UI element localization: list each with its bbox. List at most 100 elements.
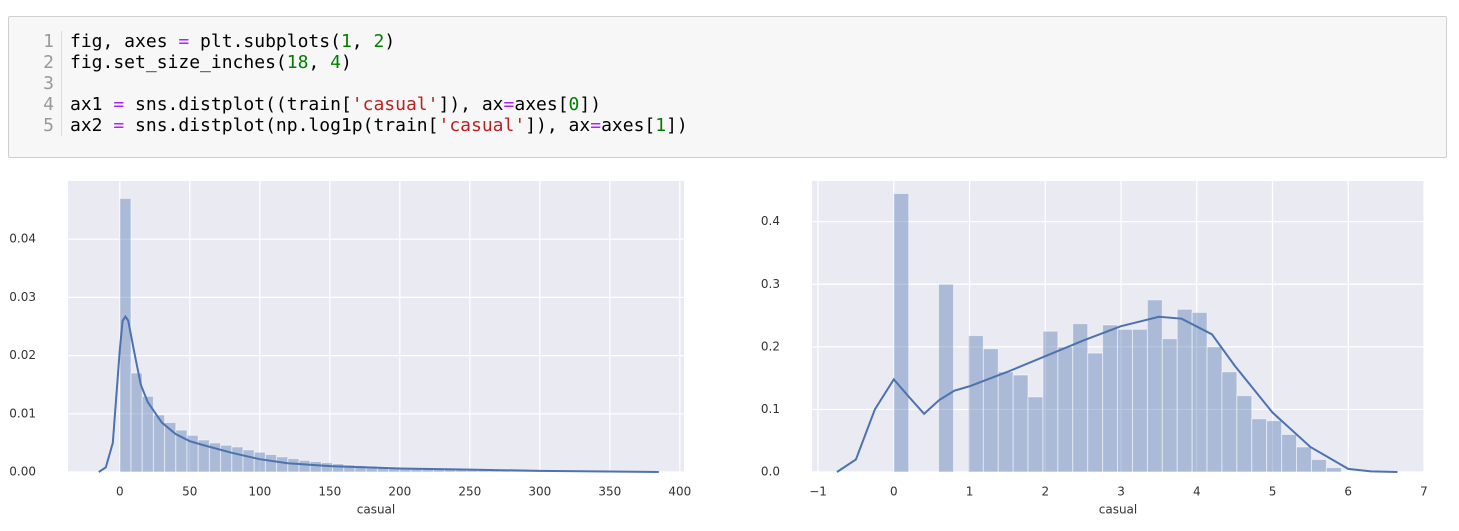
code-token: 'casual'	[351, 94, 439, 115]
code-token: plt.subplots(	[189, 31, 341, 52]
x-tick-label: 0	[116, 485, 124, 499]
histogram-bar	[287, 458, 300, 473]
code-token: sns.distplot((train[	[124, 94, 352, 115]
histogram-bar	[231, 446, 244, 473]
histogram-bar	[1161, 338, 1178, 473]
code-token: ]), ax	[525, 115, 591, 136]
code-token: ])	[579, 94, 602, 115]
code-token: =	[178, 31, 190, 52]
code-token: 1	[655, 115, 667, 136]
x-tick-label: 2	[1041, 485, 1049, 499]
x-axis-label: casual	[357, 503, 396, 517]
code-token: 4	[330, 52, 341, 73]
y-tick-label: 0.4	[761, 214, 780, 228]
histogram-bar	[1012, 374, 1029, 473]
x-tick-label: 6	[1344, 485, 1352, 499]
line-number: 2	[43, 52, 54, 73]
line-number: 1	[43, 31, 54, 52]
code-line: ax1 = sns.distplot((train['casual']), ax…	[70, 94, 688, 115]
histogram-bar	[1296, 446, 1312, 473]
histogram-bar	[1221, 371, 1238, 473]
y-tick-label: 0.3	[761, 277, 780, 291]
line-number: 4	[43, 94, 54, 115]
x-tick-label: 200	[388, 485, 411, 499]
code-token: =	[113, 94, 125, 115]
histogram-bar	[1236, 395, 1253, 473]
histogram-bar	[242, 449, 255, 473]
code-token: 'casual'	[438, 115, 526, 136]
x-tick-label: 7	[1420, 485, 1428, 499]
code-token: 1	[340, 31, 352, 52]
code-token: axes[	[601, 115, 656, 136]
histogram-bar	[1281, 433, 1298, 473]
x-tick-label: 300	[528, 485, 551, 499]
plot-background	[68, 181, 684, 472]
histogram-bar	[1027, 396, 1044, 473]
histogram-bar	[1191, 311, 1208, 473]
code-token: axes[	[514, 94, 569, 115]
histogram-bar	[309, 461, 322, 473]
histogram-bar	[1087, 352, 1104, 473]
line-number: 3	[43, 73, 54, 94]
code-token: sns.distplot(np.log1p(train[	[124, 115, 439, 136]
code-token: =	[113, 115, 125, 136]
code-token: ])	[666, 115, 688, 136]
kde-line	[836, 315, 1398, 473]
line-number: 5	[43, 115, 54, 136]
code-line: ax2 = sns.distplot(np.log1p(train['casua…	[70, 115, 688, 136]
histogram-bar	[1310, 458, 1327, 473]
y-tick-label: 0.0	[761, 465, 780, 479]
histogram-bar	[253, 451, 266, 473]
code-token: =	[503, 94, 515, 115]
x-tick-label: 50	[182, 485, 197, 499]
x-tick-label: 350	[598, 485, 621, 499]
x-tick-label: 250	[458, 485, 481, 499]
histogram-bar	[967, 335, 984, 473]
histogram-bar	[1117, 328, 1133, 473]
y-tick-label: 0.04	[9, 232, 36, 246]
code-token: fig.set_size_inches(	[70, 52, 287, 73]
histogram-bar	[1176, 308, 1193, 473]
histogram-bar	[1146, 299, 1163, 473]
code-token: )	[340, 52, 352, 73]
histogram-bar	[332, 463, 345, 473]
y-tick-label: 0.03	[9, 290, 36, 304]
x-tick-label: −1	[809, 485, 827, 499]
histogram-bar	[1131, 328, 1148, 473]
code-token: ,	[351, 31, 374, 52]
y-tick-label: 0.00	[9, 465, 36, 479]
x-tick-label: 400	[668, 485, 691, 499]
histogram-bar	[1057, 346, 1074, 473]
code-token: ]), ax	[438, 94, 504, 115]
histogram-bar	[264, 454, 278, 473]
x-tick-label: 5	[1269, 485, 1277, 499]
x-tick-label: 4	[1193, 485, 1201, 499]
histogram-bar	[298, 459, 311, 473]
y-tick-label: 0.02	[9, 348, 36, 362]
histogram-bar	[1206, 346, 1223, 473]
x-tick-label: 100	[248, 485, 271, 499]
histogram-bar	[276, 456, 289, 473]
y-tick-label: 0.2	[761, 339, 780, 353]
histogram-bar	[1072, 323, 1089, 473]
histogram-bar	[938, 283, 954, 473]
histogram-bar	[1251, 418, 1268, 473]
kde-line	[98, 314, 659, 473]
code-token: 0	[568, 94, 580, 115]
histogram-bar	[1266, 420, 1283, 473]
code-line: fig, axes = plt.subplots(1, 2)	[70, 31, 688, 52]
histogram-bar	[320, 462, 334, 473]
x-tick-label: 150	[318, 485, 341, 499]
histogram-bar	[982, 348, 999, 473]
code-line: fig.set_size_inches(18, 4)	[70, 52, 688, 73]
code-token: ,	[308, 52, 331, 73]
x-tick-label: 1	[966, 485, 974, 499]
code-token: 2	[373, 31, 385, 52]
histogram-bar	[130, 372, 143, 473]
histogram-bar	[997, 371, 1014, 473]
histogram-bar	[1325, 467, 1342, 473]
x-tick-label: 0	[890, 485, 898, 499]
